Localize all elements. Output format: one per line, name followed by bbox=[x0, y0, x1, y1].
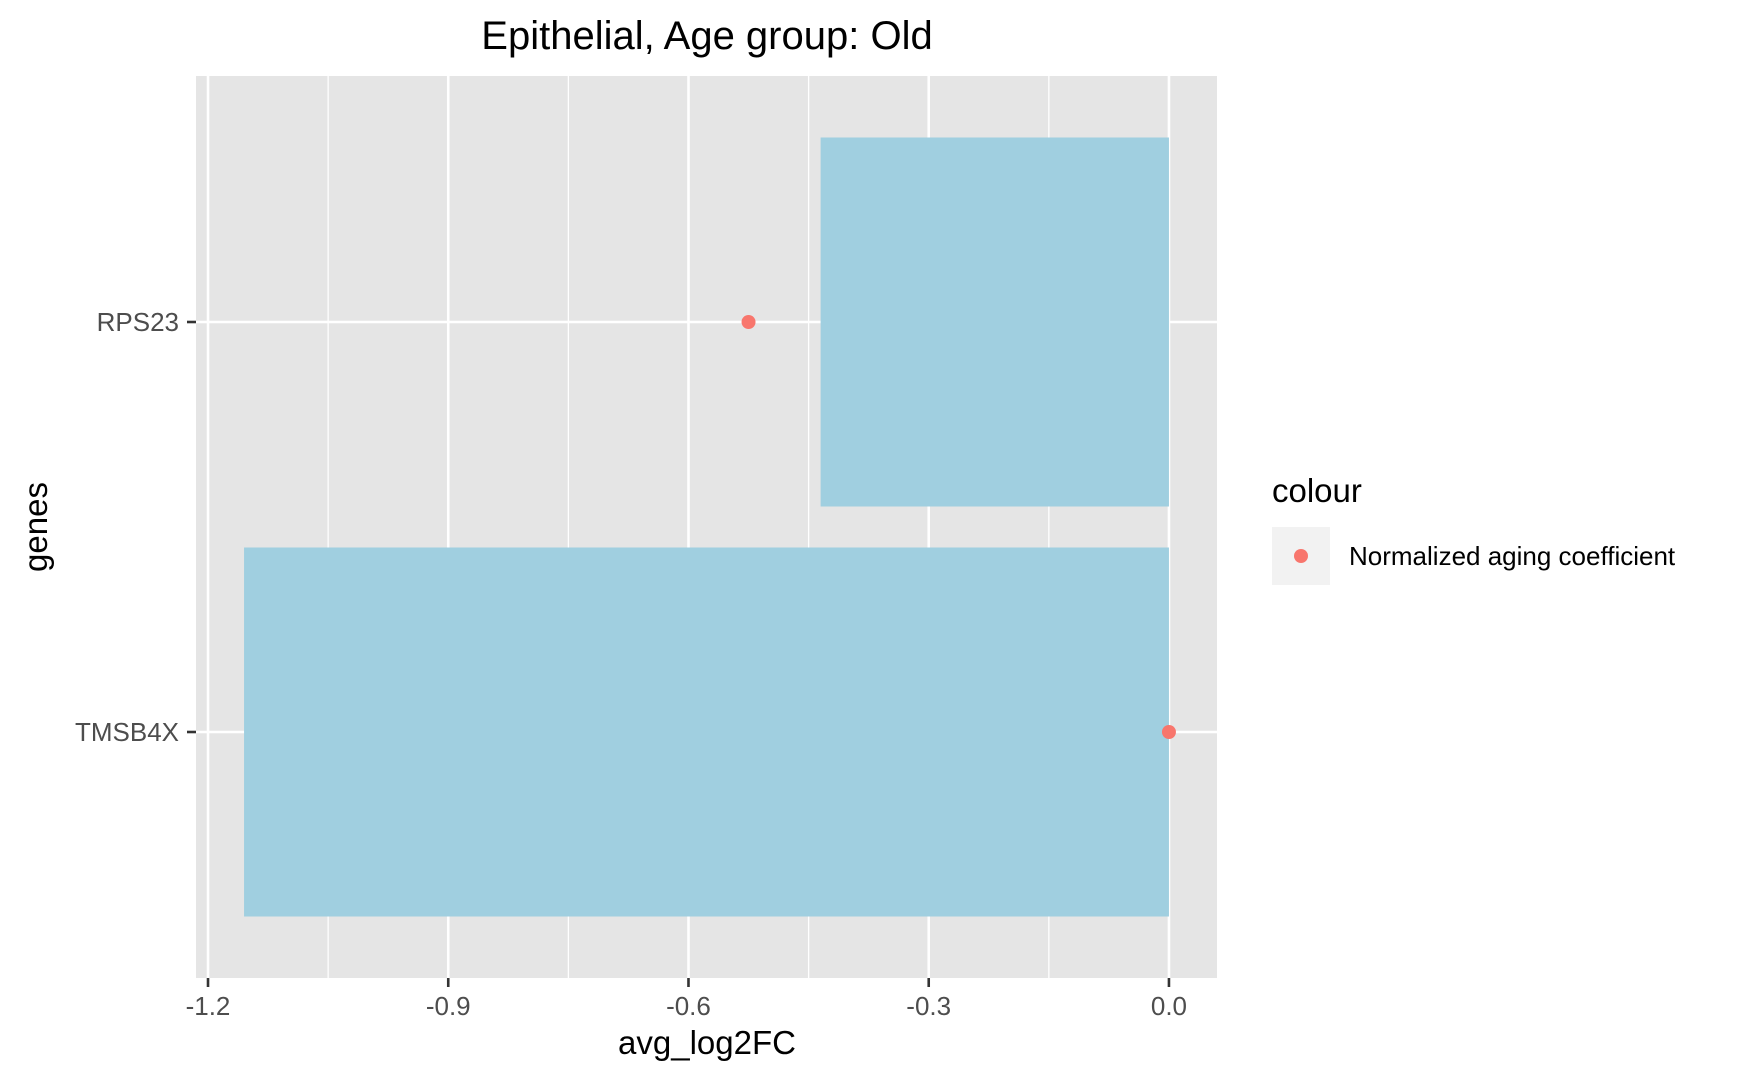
x-tick-label: -0.6 bbox=[666, 991, 711, 1021]
y-axis-title: genes bbox=[17, 482, 54, 572]
bar-rps23 bbox=[820, 137, 1169, 507]
x-axis: -1.2 -0.9 -0.6 -0.3 0.0 bbox=[186, 978, 1187, 1021]
y-axis: TMSB4X RPS23 bbox=[75, 307, 196, 747]
points bbox=[741, 315, 1176, 739]
legend-point-icon bbox=[1294, 549, 1308, 563]
chart-title: Epithelial, Age group: Old bbox=[481, 14, 932, 58]
x-tick-label: 0.0 bbox=[1151, 991, 1187, 1021]
legend-title: colour bbox=[1272, 472, 1362, 509]
point-tmsb4x bbox=[1161, 725, 1176, 739]
x-axis-title: avg_log2FC bbox=[618, 1024, 796, 1061]
bars bbox=[244, 137, 1169, 917]
x-tick-label: -1.2 bbox=[186, 991, 231, 1021]
y-tick-label: TMSB4X bbox=[75, 717, 179, 747]
bar-tmsb4x bbox=[244, 547, 1169, 917]
legend-label: Normalized aging coefficient bbox=[1349, 541, 1676, 571]
x-tick-label: -0.9 bbox=[426, 991, 471, 1021]
point-rps23 bbox=[741, 315, 756, 329]
x-tick-label: -0.3 bbox=[906, 991, 951, 1021]
y-tick-label: RPS23 bbox=[97, 307, 179, 337]
legend: colour Normalized aging coefficient bbox=[1272, 472, 1676, 585]
